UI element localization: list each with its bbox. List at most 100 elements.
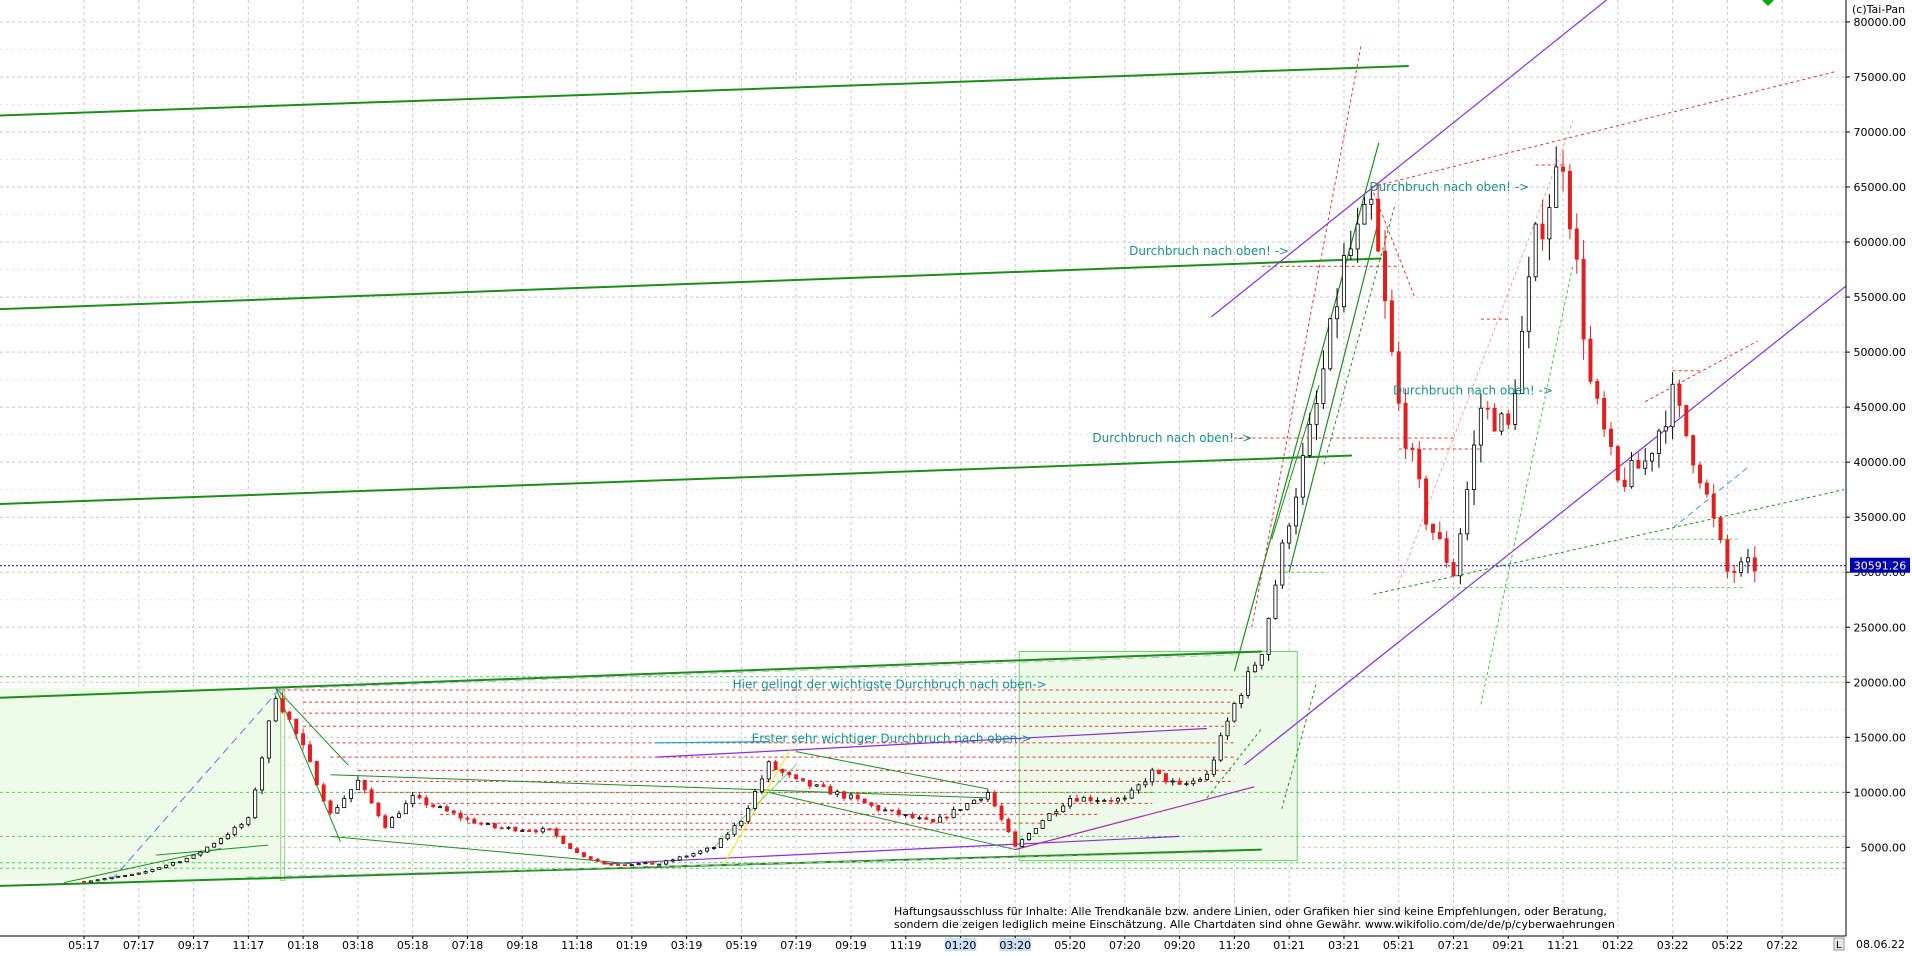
candle-body (636, 863, 641, 866)
candle-body (129, 873, 134, 876)
candlesticks (82, 146, 1757, 883)
candle-body (1567, 170, 1572, 230)
x-tick-label: 11:17 (232, 939, 264, 952)
candle-body (609, 863, 614, 866)
candle-body (937, 816, 942, 823)
x-tick-label: 01:20 (945, 939, 977, 952)
candle-body (1177, 780, 1182, 785)
x-tick-label: 03:21 (1328, 939, 1360, 952)
candle-body (1047, 813, 1052, 821)
candle-body (1574, 228, 1579, 260)
candle-body (1013, 831, 1018, 847)
x-tick-label: 03:22 (1657, 939, 1689, 952)
candle-body (1739, 561, 1744, 573)
candle-body (1608, 428, 1613, 447)
candle-body (876, 805, 881, 811)
candle-body (499, 827, 504, 830)
candle-body (670, 859, 675, 862)
red-dashed-trend (1251, 43, 1362, 628)
highlight-fill (1019, 651, 1298, 861)
candle-body (581, 852, 586, 858)
candle-body (1643, 460, 1648, 469)
candle-body (622, 864, 627, 867)
candle-body (109, 876, 114, 879)
candle-body (1698, 464, 1703, 484)
candle-body (1239, 694, 1244, 704)
candle-body (1615, 446, 1620, 481)
candle-body (1362, 203, 1367, 225)
candle-body (1287, 525, 1292, 544)
candle-body (184, 857, 189, 863)
candle-body (1191, 780, 1196, 785)
candle-body (506, 826, 511, 829)
candle-body (383, 815, 388, 828)
candle-body (643, 862, 648, 865)
y-tick-label: 80000.00 (1854, 16, 1907, 29)
grey-dashed-trend (245, 851, 1235, 878)
candle-body (246, 817, 251, 825)
candle-body (1485, 407, 1490, 410)
candle-body (1417, 449, 1422, 480)
time-axis: 05:17 07:17 09:17 11:17 01:18 03:18 05:18 07:18… (68, 936, 1798, 952)
magenta-trend (1015, 786, 1255, 851)
x-tick-label: 07:17 (123, 939, 155, 952)
candle-body (1163, 773, 1168, 783)
candle-body (88, 880, 93, 883)
channel-line-base (0, 848, 1262, 887)
candle-body (301, 733, 306, 746)
x-tick-label: 03:18 (342, 939, 374, 952)
candle-body (1122, 797, 1127, 800)
candle-body (116, 875, 121, 878)
red-dashed-trend (1371, 70, 1837, 188)
candle-body (1732, 570, 1737, 573)
candle-body (1444, 538, 1449, 563)
candle-body (1677, 383, 1682, 406)
candle-body (444, 806, 449, 812)
candle-body (1684, 405, 1689, 437)
candle-body (759, 778, 764, 792)
green-trend (330, 835, 632, 865)
candle-body (842, 791, 847, 799)
scroll-corner-button[interactable] (1833, 937, 1845, 951)
channel-line-upper (0, 257, 1382, 311)
x-tick-label: 09:21 (1492, 939, 1524, 952)
candle-body (307, 744, 312, 762)
candle-body (917, 817, 922, 820)
x-tick-label: 11:21 (1547, 939, 1579, 952)
x-tick-label: 01:22 (1602, 939, 1634, 952)
y-tick-label: 40000.00 (1854, 456, 1907, 469)
candle-body (1499, 413, 1504, 432)
candle-body (883, 809, 888, 812)
candle-body (1383, 250, 1388, 302)
candle-body (821, 784, 826, 787)
candle-body (1109, 799, 1114, 802)
candle-body (725, 833, 730, 840)
candle-body (732, 825, 737, 835)
disclaimer-line-2: sondern die zeigen lediglich meine Einsc… (894, 918, 1615, 931)
x-tick-highlight (944, 938, 977, 951)
y-tick-label: 75000.00 (1854, 71, 1907, 84)
candle-body (431, 804, 436, 808)
y-tick-label: 15000.00 (1854, 731, 1907, 744)
x-tick-label: 07:21 (1438, 939, 1470, 952)
candle-body (1273, 584, 1278, 619)
candle-body (1656, 430, 1661, 454)
candle-body (472, 818, 477, 824)
highlight-box-2017 (0, 687, 281, 881)
y-tick-label: 65000.00 (1854, 181, 1907, 194)
annotation-label: Hier gelingt der wichtigste Durchbruch n… (733, 677, 1047, 691)
channel-line-mid (0, 454, 1352, 505)
candle-body (1752, 557, 1757, 572)
candle-body (1328, 318, 1333, 370)
candle-body (390, 817, 395, 828)
candle-body (1259, 654, 1264, 666)
highlight-box-2020 (1018, 650, 1298, 862)
candle-body (999, 805, 1004, 820)
y-tick-label: 50000.00 (1854, 346, 1907, 359)
candle-body (1595, 381, 1600, 399)
candle-body (739, 820, 744, 827)
candle-body (684, 855, 689, 858)
x-tick-label: 03:19 (671, 939, 703, 952)
green-trend (330, 774, 988, 799)
